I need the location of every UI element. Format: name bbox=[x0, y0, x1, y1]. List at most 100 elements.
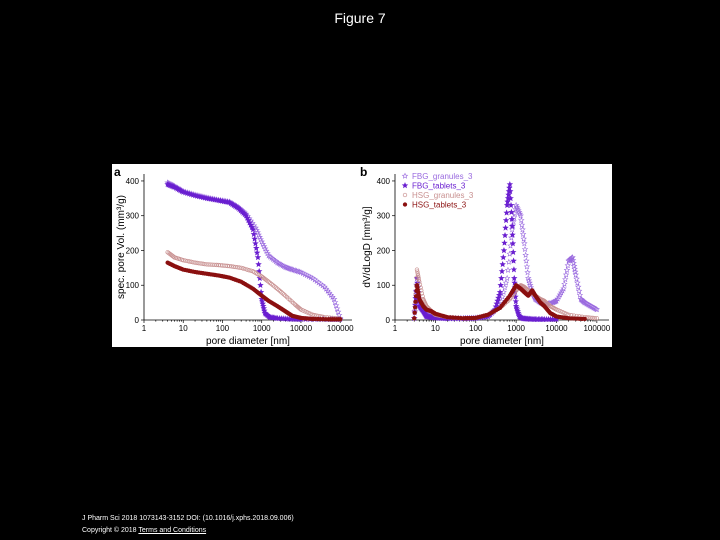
data-point bbox=[275, 286, 280, 291]
data-point bbox=[506, 250, 513, 257]
data-point bbox=[504, 198, 511, 205]
data-point bbox=[504, 266, 512, 273]
data-point bbox=[574, 279, 581, 286]
data-point bbox=[502, 279, 510, 286]
data-point bbox=[507, 187, 514, 195]
data-point bbox=[554, 295, 561, 302]
data-point bbox=[249, 226, 257, 233]
panel-letter-a: a bbox=[114, 165, 121, 179]
data-point bbox=[508, 222, 516, 229]
x-tick-label: 10 bbox=[431, 324, 440, 333]
data-point bbox=[514, 205, 521, 212]
legend-label: HSG_granules_3 bbox=[412, 191, 474, 200]
data-point bbox=[502, 216, 510, 224]
legend-marker bbox=[401, 172, 409, 179]
data-point bbox=[415, 269, 420, 274]
citation-text: J Pharm Sci 2018 1073143-3152 DOI: (10.1… bbox=[82, 515, 294, 522]
data-point bbox=[502, 224, 509, 231]
data-point bbox=[524, 269, 531, 276]
data-point bbox=[252, 240, 259, 247]
data-point bbox=[501, 284, 509, 291]
data-point bbox=[186, 259, 192, 264]
y-tick-label: 100 bbox=[377, 281, 391, 290]
data-point bbox=[506, 181, 514, 188]
data-point bbox=[417, 279, 422, 284]
data-point bbox=[562, 276, 569, 283]
y-tick-label: 100 bbox=[126, 281, 140, 290]
data-point bbox=[557, 289, 565, 296]
data-point bbox=[588, 315, 593, 320]
data-point bbox=[414, 267, 420, 272]
data-point bbox=[590, 315, 595, 321]
data-point bbox=[188, 259, 194, 264]
data-point bbox=[576, 291, 584, 298]
data-point bbox=[241, 266, 246, 271]
data-point bbox=[190, 260, 196, 265]
y-axis-label: dV/dLogD [mm³/g] bbox=[362, 206, 373, 287]
legend-label: FBG_granules_3 bbox=[412, 172, 473, 181]
data-point bbox=[257, 281, 264, 288]
data-point bbox=[517, 212, 524, 219]
data-point bbox=[501, 239, 508, 246]
data-point bbox=[556, 308, 561, 313]
figure-image: 1 10 100 1000 10000 100000 0 100 200 300 400 pore d… bbox=[112, 164, 612, 347]
data-point bbox=[244, 267, 250, 272]
data-point bbox=[505, 258, 513, 265]
data-point bbox=[498, 274, 505, 282]
data-point bbox=[233, 264, 238, 270]
data-point bbox=[523, 257, 530, 264]
data-point bbox=[298, 307, 304, 312]
data-point bbox=[231, 264, 236, 269]
x-axis-label: pore diameter [nm] bbox=[460, 336, 544, 347]
data-point bbox=[412, 310, 417, 315]
data-point bbox=[250, 230, 258, 237]
y-axis-label: spec. pore Vol. (mm³/g) bbox=[116, 195, 127, 299]
data-point bbox=[416, 277, 422, 282]
data-point bbox=[559, 287, 566, 294]
series-FBG_tablets_3 bbox=[164, 181, 344, 323]
data-point bbox=[333, 305, 341, 312]
data-point bbox=[496, 288, 504, 295]
y-tick-label: 300 bbox=[377, 212, 391, 221]
data-point bbox=[501, 232, 509, 239]
data-point bbox=[507, 201, 515, 209]
data-point bbox=[554, 307, 559, 312]
data-point bbox=[200, 261, 206, 266]
data-point bbox=[196, 261, 202, 266]
terms-link[interactable]: Terms and Conditions bbox=[138, 527, 207, 534]
x-tick-label: 1000 bbox=[507, 324, 525, 333]
y-tick-label: 0 bbox=[135, 316, 140, 325]
x-tick-label: 1000 bbox=[253, 324, 271, 333]
data-point bbox=[331, 298, 339, 306]
legend: FBG_granules_3FBG_tablets_3HSG_granules_… bbox=[401, 172, 474, 210]
data-point bbox=[300, 308, 306, 313]
data-point bbox=[564, 262, 572, 269]
x-tick-label: 10000 bbox=[290, 324, 313, 333]
data-point bbox=[518, 216, 525, 224]
data-point bbox=[330, 295, 338, 302]
figure-title: Figure 7 bbox=[334, 10, 386, 26]
data-point bbox=[510, 248, 517, 255]
data-point bbox=[416, 275, 421, 280]
data-point bbox=[281, 292, 287, 297]
data-point bbox=[572, 271, 579, 278]
data-point bbox=[338, 317, 343, 322]
data-point bbox=[518, 221, 526, 228]
data-point bbox=[521, 240, 528, 247]
data-point bbox=[563, 266, 571, 273]
data-point bbox=[523, 263, 531, 270]
legend-label: HSG_tablets_3 bbox=[412, 201, 467, 210]
data-point bbox=[513, 203, 521, 210]
y-tick-label: 0 bbox=[386, 316, 391, 325]
data-point bbox=[515, 208, 523, 215]
x-tick-label: 100 bbox=[469, 324, 483, 333]
data-point bbox=[192, 260, 198, 265]
legend-marker bbox=[401, 182, 409, 189]
data-point bbox=[521, 245, 529, 253]
x-tick-label: 100 bbox=[216, 324, 230, 333]
x-tick-label: 100000 bbox=[583, 324, 610, 333]
data-point bbox=[553, 297, 560, 304]
data-point bbox=[507, 194, 514, 202]
data-point bbox=[227, 263, 232, 269]
